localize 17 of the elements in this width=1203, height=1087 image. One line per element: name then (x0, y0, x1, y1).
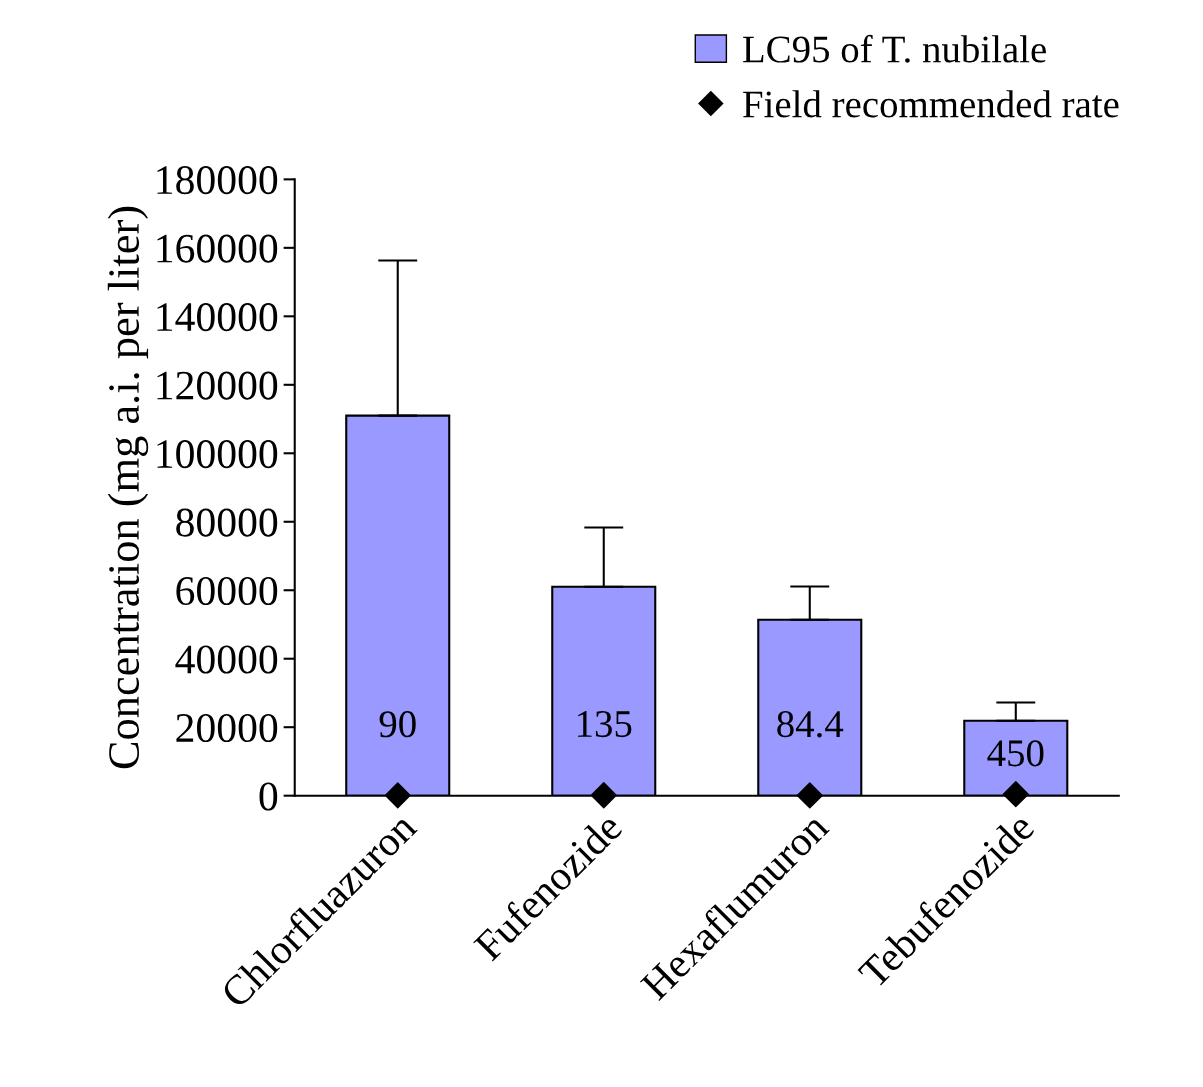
y-axis-title: Concentration (mg a.i. per liter) (107, 206, 149, 769)
y-tick-label: 0 (259, 782, 278, 811)
y-tick-label: 180000 (157, 166, 278, 195)
data-label: 90 (379, 711, 416, 738)
y-tick-label: 100000 (157, 440, 278, 469)
y-tick-label: 120000 (157, 371, 278, 400)
y-tick-label: 160000 (157, 234, 278, 263)
y-tick-label: 60000 (176, 576, 278, 606)
data-label: 84.4 (777, 711, 844, 738)
y-tick-label: 80000 (176, 508, 278, 537)
legend-label: Field recommended rate (743, 90, 1119, 118)
y-tick-label: 40000 (175, 645, 278, 674)
data-label: 135 (578, 711, 632, 738)
data-label: 450 (987, 740, 1044, 767)
y-tick-label: 20000 (176, 713, 278, 743)
y-tick-label: 140000 (157, 303, 278, 332)
legend-label: LC95 of T. nubilale (743, 34, 1046, 63)
